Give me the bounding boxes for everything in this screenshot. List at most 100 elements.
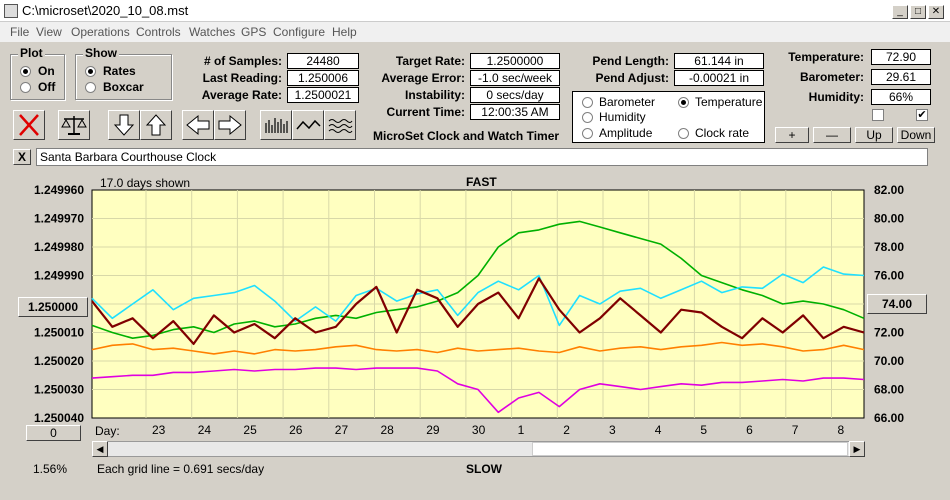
menu-configure[interactable]: Configure: [273, 25, 326, 39]
shift-left-button[interactable]: [182, 110, 214, 140]
barometer-series-line: [91, 341, 865, 355]
humidity-label: Humidity: [599, 110, 646, 124]
right-tick-label: 80.00: [874, 212, 904, 226]
scrollbar-thumb[interactable]: [532, 442, 848, 456]
fast-label: FAST: [466, 175, 497, 189]
target-rate-value: 1.2500000: [470, 53, 560, 69]
plot-off-label: Off: [38, 80, 56, 94]
show-rates-radio[interactable]: [85, 66, 96, 77]
menu-watches[interactable]: Watches: [189, 25, 236, 39]
humidity-env-label: Humidity:: [808, 90, 864, 104]
rate-chart: 1.2499601.2499701.2499801.2499901.250000…: [34, 183, 904, 437]
clock-rate-radio[interactable]: [678, 128, 689, 139]
right-center-button[interactable]: 74.00: [867, 294, 927, 314]
left-tick-label: 1.250020: [34, 354, 84, 368]
menu-operations[interactable]: Operations: [71, 25, 130, 39]
average-error-label: Average Error:: [381, 71, 465, 85]
app-icon: [4, 4, 18, 18]
left-center-button[interactable]: 1.250000: [18, 297, 88, 317]
temperature-label: Temperature: [695, 95, 763, 109]
day-tick-label: 2: [563, 423, 570, 437]
minimize-button[interactable]: _: [892, 5, 908, 19]
overlay-options-panel: [572, 91, 765, 143]
menu-view[interactable]: View: [36, 25, 62, 39]
balance-button[interactable]: [58, 110, 90, 140]
day-tick-label: 29: [426, 423, 440, 437]
day-tick-label: 23: [152, 423, 166, 437]
average-rate-value: 1.2500021: [287, 87, 359, 103]
scale-plus-button[interactable]: +: [775, 127, 809, 143]
day-tick-label: 6: [746, 423, 753, 437]
show-group-title: Show: [83, 46, 119, 60]
scale-minus-button[interactable]: —: [813, 127, 851, 143]
amplitude-radio[interactable]: [582, 128, 593, 139]
day-tick-label: 26: [289, 423, 303, 437]
series-layer: [91, 220, 865, 414]
plot-group-title: Plot: [18, 46, 45, 60]
red-x-icon: [19, 114, 39, 136]
average-error-value: -1.0 sec/week: [470, 70, 560, 86]
day-tick-label: 28: [381, 423, 395, 437]
left-tick-label: 1.249980: [34, 240, 84, 254]
clock-name-input[interactable]: Santa Barbara Courthouse Clock: [36, 148, 928, 166]
line-view-button[interactable]: [292, 110, 324, 140]
scroll-right-button[interactable]: ▶: [849, 441, 865, 457]
maximize-button[interactable]: □: [910, 5, 926, 19]
close-window-button[interactable]: ✕: [928, 5, 944, 19]
amplitude-series-line: [91, 266, 865, 327]
last-reading-label: Last Reading:: [202, 71, 282, 85]
stop-button[interactable]: [13, 110, 45, 140]
x-axis-title: Day:: [95, 424, 120, 438]
percent-readout: 1.56%: [33, 462, 68, 476]
shift-right-button[interactable]: [214, 110, 246, 140]
window-title: C:\microset\2020_10_08.mst: [22, 3, 189, 18]
bar-graph-icon: [265, 118, 288, 133]
scale-up-button[interactable]: Up: [855, 127, 893, 143]
wave-view-button[interactable]: [324, 110, 356, 140]
amplitude-label: Amplitude: [599, 126, 653, 140]
temperature-radio[interactable]: [678, 97, 689, 108]
scroll-left-button[interactable]: ◀: [92, 441, 108, 457]
bars-view-button[interactable]: [260, 110, 292, 140]
arrow-right-icon: [218, 114, 242, 136]
clear-name-button[interactable]: X: [13, 149, 31, 165]
temperature-env-value: 72.90: [871, 49, 931, 65]
menu-controls[interactable]: Controls: [136, 25, 181, 39]
humidity-env-value: 66%: [871, 89, 931, 105]
show-boxcar-radio[interactable]: [85, 82, 96, 93]
plot-on-radio[interactable]: [20, 66, 31, 77]
env-checkbox-2[interactable]: ✔: [916, 109, 928, 121]
last-reading-value: 1.250006: [287, 70, 359, 86]
scale-down-button[interactable]: Down: [897, 127, 935, 143]
env-checkbox-1[interactable]: [872, 109, 884, 121]
average-rate-label: Average Rate:: [201, 88, 282, 102]
show-rates-label: Rates: [103, 64, 136, 78]
barometer-radio[interactable]: [582, 97, 593, 108]
menu-gps[interactable]: GPS: [241, 25, 267, 39]
day-tick-label: 27: [335, 423, 349, 437]
day-tick-label: 24: [198, 423, 212, 437]
offset-button[interactable]: 0: [26, 425, 81, 441]
current-time-value: 12:00:35 AM: [470, 104, 560, 120]
shift-up-button[interactable]: [140, 110, 172, 140]
line-graph-icon: [296, 119, 321, 130]
temperature-series-line: [91, 220, 865, 339]
left-tick-label: 1.249970: [34, 212, 84, 226]
barometer-label: Barometer: [599, 95, 656, 109]
arrow-up-icon: [145, 114, 167, 136]
menu-help[interactable]: Help: [332, 25, 357, 39]
pend-adjust-value: -0.00021 in: [674, 70, 764, 86]
shift-down-button[interactable]: [108, 110, 140, 140]
temperature-env-label: Temperature:: [788, 50, 864, 64]
humidity-series-line: [91, 367, 865, 414]
wave-icon: [328, 119, 353, 133]
show-group: [75, 54, 172, 100]
title-bar: [0, 0, 950, 22]
humidity-radio[interactable]: [582, 112, 593, 123]
day-tick-label: 7: [792, 423, 799, 437]
menu-file[interactable]: File: [10, 25, 30, 39]
plot-off-radio[interactable]: [20, 82, 31, 93]
app-name: MicroSet Clock and Watch Timer: [373, 129, 560, 143]
pend-length-label: Pend Length:: [592, 54, 669, 68]
arrow-down-icon: [113, 114, 135, 136]
